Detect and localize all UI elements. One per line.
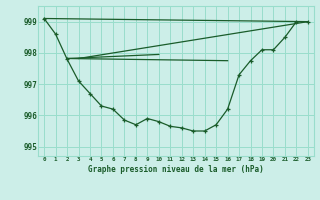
X-axis label: Graphe pression niveau de la mer (hPa): Graphe pression niveau de la mer (hPa) <box>88 165 264 174</box>
